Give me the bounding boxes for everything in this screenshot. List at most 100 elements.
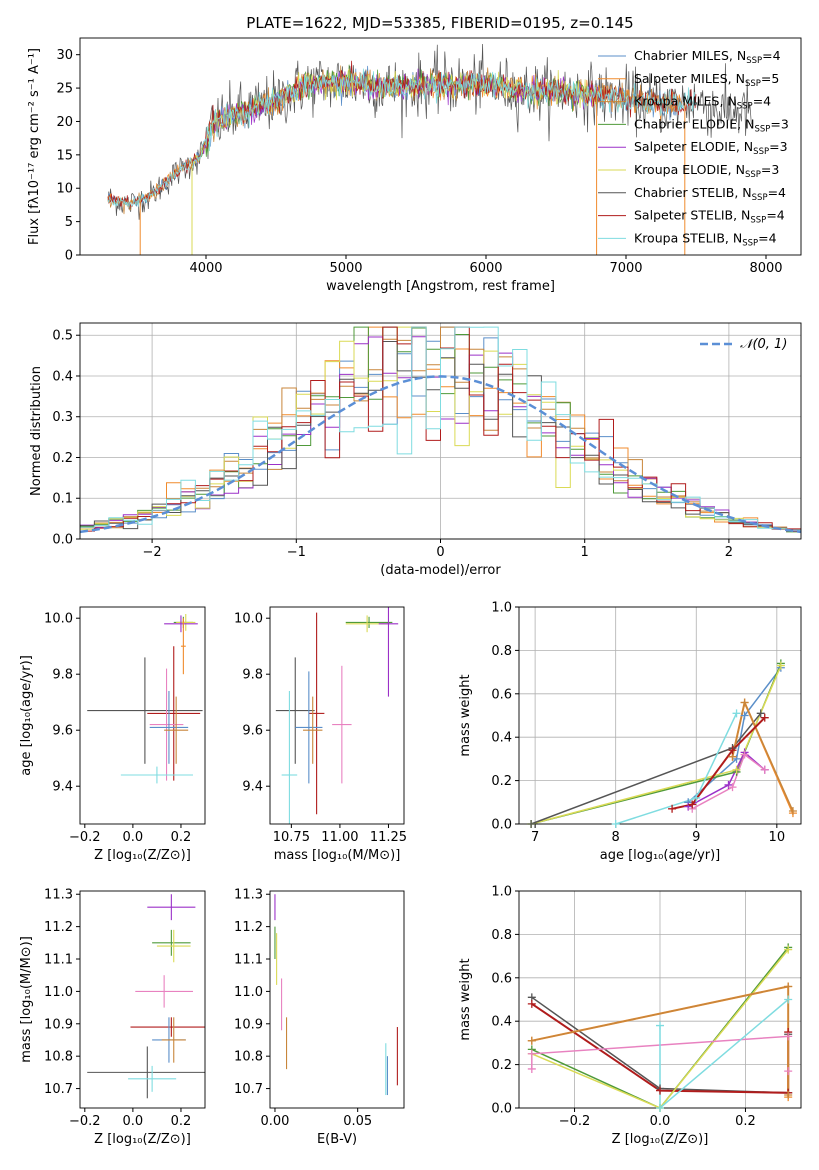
axes-frame (79, 606, 206, 825)
plus-marker (688, 800, 697, 809)
plus-marker (656, 1021, 664, 1030)
plus-marker (728, 746, 737, 755)
x-axis-label: E(B-V) (317, 1132, 357, 1147)
x-tick-label: 4000 (189, 261, 222, 276)
x-tick-label: −0.2 (69, 830, 101, 845)
y-tick-label: 10.9 (234, 1017, 263, 1032)
x-axis-label: age [log₁₀(age/yr)] (600, 848, 721, 863)
plus-marker (740, 711, 749, 720)
y-tick-label: 0.0 (491, 1102, 512, 1117)
x-axis-label: mass [log₁₀(M/M⊙)] (274, 848, 401, 863)
x-tick-label: 0.00 (260, 1114, 289, 1129)
plot-area (80, 326, 801, 534)
axes-frame (269, 606, 405, 825)
y-tick-label: 11.1 (44, 953, 73, 968)
axes-frame (269, 890, 405, 1109)
plus-marker (732, 754, 741, 763)
y-axis-label: Flux [fλ10⁻¹⁷ erg cm⁻² s⁻¹ A⁻¹] (27, 48, 42, 245)
y-tick-label: 9.4 (52, 780, 73, 795)
y-tick-label: 11.0 (234, 985, 263, 1000)
legend-tail: =4 (758, 230, 776, 245)
plus-marker (756, 709, 765, 718)
y-tick-label: 0.3 (52, 410, 73, 425)
x-tick-label: 10 (769, 830, 786, 845)
y-tick-label: 0.4 (491, 1015, 512, 1030)
y-axis-label: mass weight (458, 674, 473, 756)
axes-frame (518, 606, 802, 825)
legend-label: Kroupa ELODIE, NSSP=3 (634, 162, 779, 180)
x-tick-label: 2 (725, 545, 733, 560)
plot-area (107, 43, 752, 255)
plus-marker (611, 820, 620, 828)
y-tick-label: 0.0 (491, 818, 512, 833)
x-tick-label: 1 (581, 545, 589, 560)
x-tick-label: 10.75 (273, 830, 310, 845)
x-tick-label: 0.2 (171, 1114, 192, 1129)
plus-marker (784, 945, 793, 954)
x-axis-label: Z [log₁₀(Z/Z⊙)] (94, 1132, 191, 1147)
plus-marker (656, 1086, 664, 1095)
panel-weight_vs_z: −0.2 0.0 0.2 0.0 0.2 0.4 0.6 0.8 1.0 Z [log₁₀(Z/Z… (458, 885, 802, 1147)
y-tick-label: 9.6 (242, 724, 263, 739)
y-tick-label: 30 (56, 48, 73, 63)
legend-subscript: SSP (745, 79, 761, 89)
y-tick-label: 5 (65, 215, 73, 230)
plus-marker (527, 820, 536, 828)
y-tick-label: 9.8 (52, 668, 73, 683)
legend-label: Salpeter MILES, NSSP=5 (634, 71, 779, 89)
legend-subscript: SSP (752, 193, 768, 203)
x-tick-label: 6000 (469, 261, 502, 276)
plus-marker (527, 1049, 536, 1058)
plus-marker (760, 765, 769, 774)
x-axis-label: Z [log₁₀(Z/Z⊙)] (94, 848, 191, 863)
legend-subscript: SSP (746, 56, 762, 66)
x-tick-label: 0.05 (343, 1114, 372, 1129)
panel-age_vs_z: −0.2 0.0 0.2 9.4 9.6 9.8 10.0 Z [log₁₀(Z/Z⊙)] ag… (19, 606, 206, 863)
legend-tail: =5 (761, 71, 779, 86)
x-tick-label: −1 (287, 545, 306, 560)
weight-line (531, 946, 789, 1108)
x-tick-label: 11.25 (370, 830, 407, 845)
spectrum-line-kroupa_stelib (107, 68, 697, 208)
y-tick-label: 1.0 (491, 885, 512, 900)
x-axis-label: wavelength [Angstrom, rest frame] (326, 279, 555, 294)
y-axis-label: mass weight (458, 958, 473, 1040)
plus-marker (692, 793, 701, 802)
x-tick-label: 0.2 (735, 1114, 756, 1129)
legend-subscript: SSP (754, 124, 770, 134)
x-tick-label: −0.2 (559, 1114, 591, 1129)
histogram-kroupa_miles (80, 326, 801, 532)
y-tick-label: 1.0 (491, 601, 512, 616)
plus-marker (776, 661, 785, 670)
y-axis-label: Normed distribution (29, 366, 44, 496)
legend-tail: =3 (761, 162, 779, 177)
y-tick-label: 11.1 (234, 953, 263, 968)
figure-title: PLATE=1622, MJD=53385, FIBERID=0195, z=0… (246, 14, 633, 32)
normal-curve (80, 375, 801, 534)
plus-marker (788, 806, 797, 815)
y-tick-label: 0.8 (491, 928, 512, 943)
legend-tail: =3 (769, 139, 787, 154)
y-axis-label: mass [log₁₀(M/M⊙)] (19, 936, 34, 1063)
legend-label: Salpeter STELIB, NSSP=4 (634, 208, 785, 226)
weight-line (671, 716, 766, 810)
y-tick-label: 11.3 (44, 888, 73, 903)
y-tick-label: 0.2 (491, 774, 512, 789)
plus-marker (732, 709, 741, 718)
plus-marker (527, 1064, 536, 1073)
legend-label: Chabrier STELIB, NSSP=4 (634, 185, 786, 203)
y-tick-label: 10.8 (234, 1050, 263, 1065)
weight-line (531, 949, 789, 1108)
plus-marker (784, 1067, 793, 1076)
y-tick-label: 0 (65, 249, 73, 264)
y-tick-label: 9.4 (242, 780, 263, 795)
y-tick-label: 10.7 (44, 1082, 73, 1097)
plus-marker (724, 780, 733, 789)
plus-marker (684, 802, 693, 811)
y-tick-label: 11.3 (234, 888, 263, 903)
legend-label: Chabrier MILES, NSSP=4 (634, 48, 781, 66)
x-tick-label: 0.0 (123, 830, 144, 845)
x-tick-label: −2 (143, 545, 162, 560)
panel-spectrum: 4000 5000 6000 7000 8000 0 5 10 15 20 25 30 waveleng… (27, 37, 802, 294)
